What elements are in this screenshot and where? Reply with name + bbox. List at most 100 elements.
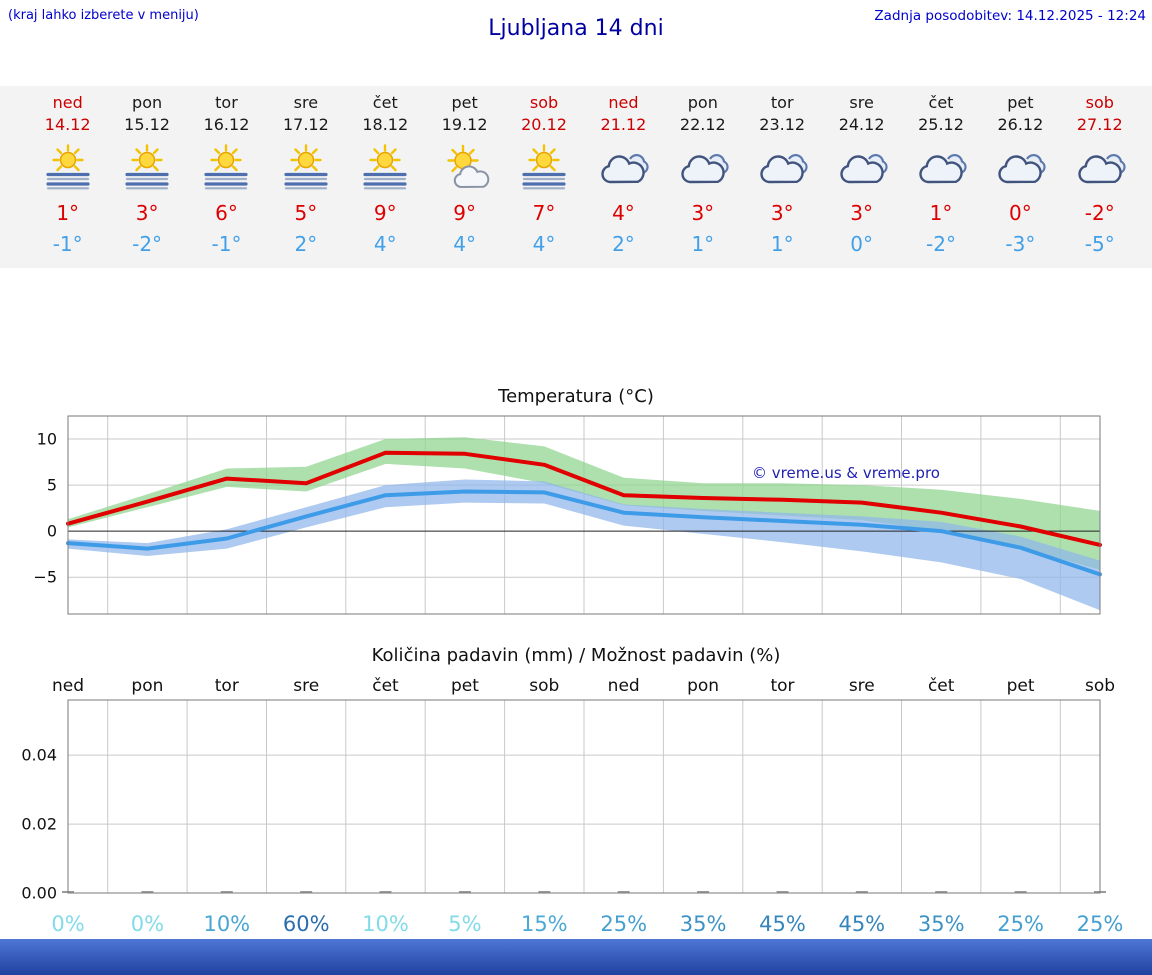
day-name: tor [770, 93, 794, 112]
precip-bar [697, 891, 710, 893]
day-name: pet [451, 93, 478, 112]
day-date: 23.12 [759, 115, 806, 134]
precipitation-chart-title: Količina padavin (mm) / Možnost padavin … [371, 645, 781, 666]
day-column: sre 24.12 3° 0° [822, 86, 901, 268]
day-date: 14.12 [44, 115, 91, 134]
day-name: čet [372, 93, 398, 112]
day-name: tor [215, 93, 238, 112]
precip-bar [141, 891, 154, 893]
day-low-temp: -2° [132, 232, 163, 256]
precip-bar [538, 891, 551, 893]
precip-day-label: sre [849, 676, 875, 696]
forecast-days-strip: ned 14.12 1° -1° pon 15.12 3° -2° tor 16.12 6° -1° s… [0, 86, 1152, 268]
day-low-temp: 1° [770, 232, 794, 256]
day-high-temp: 7° [532, 201, 556, 225]
temp-line-max [66, 450, 1102, 547]
precip-day-label: tor [770, 676, 794, 696]
day-high-temp: 3° [850, 201, 873, 225]
day-high-temp: 3° [135, 201, 159, 225]
watermark-text: © vreme.us & vreme.pro [752, 464, 940, 482]
day-name: čet [928, 93, 954, 112]
precip-day-label: pet [451, 676, 479, 696]
day-low-temp: -2° [926, 232, 956, 256]
day-name: sre [849, 93, 874, 112]
precip-probability: 25% [600, 912, 647, 934]
precip-probability: 10% [362, 912, 409, 934]
day-date: 24.12 [838, 115, 885, 134]
cloud-icon [1060, 142, 1139, 192]
temp-band-max-range [68, 437, 1100, 570]
day-column: tor 16.12 6° -1° [187, 86, 266, 268]
precip-bar [379, 891, 392, 893]
day-date: 20.12 [521, 115, 567, 134]
day-low-temp: -1° [52, 232, 83, 256]
day-high-temp: 9° [453, 201, 477, 225]
precip-probability: 25% [997, 912, 1044, 934]
cloud-icon [981, 142, 1060, 192]
day-name: pet [1007, 93, 1034, 112]
cloud-icon [901, 142, 980, 192]
svg-text:−5: −5 [33, 568, 57, 587]
day-date: 16.12 [203, 115, 250, 134]
precip-bar [776, 891, 789, 893]
precip-day-label: ned [608, 676, 640, 696]
day-high-temp: 3° [770, 201, 794, 225]
day-date: 27.12 [1076, 115, 1123, 134]
sun-fog-icon [187, 142, 266, 192]
day-low-temp: 1° [691, 232, 715, 256]
day-column: pet 26.12 0° -3° [981, 86, 1060, 268]
cloud-icon [663, 142, 742, 192]
sun-fog-icon [28, 142, 107, 192]
page-title: Ljubljana 14 dni [488, 16, 664, 41]
menu-hint-text: (kraj lahko izberete v meniju) [8, 8, 199, 23]
day-low-temp: 4° [532, 232, 556, 256]
day-name: sre [293, 93, 319, 112]
precip-probability: 35% [918, 912, 965, 934]
sun-fog-icon [346, 142, 425, 192]
sun-fog-icon [266, 142, 345, 192]
day-low-temp: 2° [612, 232, 635, 256]
day-low-temp: 0° [850, 232, 873, 256]
day-low-temp: -5° [1084, 232, 1115, 256]
day-date: 25.12 [918, 115, 964, 134]
day-high-temp: 4° [612, 201, 635, 225]
day-date: 26.12 [997, 115, 1044, 134]
day-date: 22.12 [679, 115, 726, 134]
day-low-temp: -1° [211, 232, 242, 256]
precip-probability: 45% [838, 912, 885, 934]
day-column: sob 20.12 7° 4° [504, 86, 583, 268]
precip-probability: 35% [680, 912, 727, 934]
svg-text:0.00: 0.00 [21, 884, 57, 903]
sun-cloud-icon [425, 142, 504, 192]
day-name: sob [1085, 93, 1114, 112]
precip-day-label: pet [1007, 676, 1035, 696]
sun-fog-icon [107, 142, 186, 192]
precip-probability: 5% [448, 912, 481, 934]
precip-bar [617, 891, 630, 893]
precip-probability: 45% [759, 912, 806, 934]
day-date: 15.12 [124, 115, 170, 134]
precip-probability: 15% [521, 912, 568, 934]
cloud-icon [822, 142, 901, 192]
svg-text:5: 5 [47, 476, 57, 495]
day-date: 18.12 [362, 115, 409, 134]
precip-bar [220, 891, 233, 893]
precip-day-label: sre [293, 676, 319, 696]
day-low-temp: -3° [1005, 232, 1036, 256]
day-high-temp: 5° [294, 201, 318, 225]
precip-bar [1014, 891, 1027, 893]
svg-text:10: 10 [37, 430, 57, 449]
day-high-temp: 9° [373, 201, 397, 225]
day-high-temp: 1° [929, 201, 953, 225]
svg-text:0.04: 0.04 [21, 746, 57, 765]
footer-bar [0, 939, 1152, 975]
day-column: pon 15.12 3° -2° [107, 86, 186, 268]
day-column: čet 25.12 1° -2° [901, 86, 980, 268]
precip-day-label: ned [52, 676, 84, 696]
day-column: ned 21.12 4° 2° [584, 86, 663, 268]
precip-day-label: pon [131, 676, 163, 696]
precip-probability: 0% [131, 912, 164, 934]
precipitation-chart: ned pon tor sre čet pet sob ned pon tor sre čet pet s… [0, 672, 1152, 934]
precip-bar [935, 891, 948, 893]
precip-day-label: tor [215, 676, 239, 696]
